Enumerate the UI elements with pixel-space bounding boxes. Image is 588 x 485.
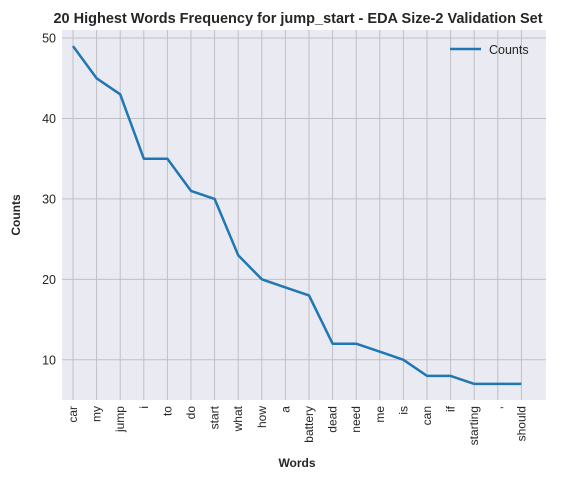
x-axis-label: Words — [278, 456, 315, 470]
x-tick-label: should — [514, 406, 528, 441]
legend-label-counts: Counts — [489, 43, 529, 57]
y-tick-label: 40 — [42, 112, 56, 126]
x-tick-label: me — [373, 406, 387, 423]
x-tick-label: need — [349, 406, 363, 433]
x-tick-label: battery — [302, 406, 316, 443]
y-tick-label: 20 — [42, 273, 56, 287]
y-axis-ticks: 10 20 30 40 50 — [42, 32, 56, 368]
x-tick-label: my — [90, 406, 104, 422]
chart-title: 20 Highest Words Frequency for jump_star… — [53, 11, 542, 27]
x-tick-label: to — [160, 406, 174, 416]
y-axis-label: Counts — [9, 194, 23, 236]
x-tick-label: i — [137, 406, 151, 409]
x-tick-label: jump — [113, 406, 127, 433]
y-tick-label: 30 — [42, 192, 56, 206]
x-tick-label: what — [231, 405, 245, 432]
x-tick-label: if — [444, 405, 458, 412]
x-tick-label: can — [420, 406, 434, 425]
x-tick-label: dead — [326, 406, 340, 433]
x-tick-label: , — [491, 406, 505, 409]
x-tick-label: starting — [467, 406, 481, 445]
plot-area — [62, 30, 546, 400]
y-tick-label: 10 — [42, 353, 56, 367]
x-tick-label: is — [396, 406, 410, 415]
x-tick-label: do — [184, 406, 198, 420]
x-tick-label: car — [66, 406, 80, 423]
x-tick-label: start — [208, 405, 222, 429]
y-tick-label: 50 — [42, 32, 56, 46]
x-tick-label: how — [255, 406, 269, 428]
x-tick-label: a — [278, 406, 292, 413]
